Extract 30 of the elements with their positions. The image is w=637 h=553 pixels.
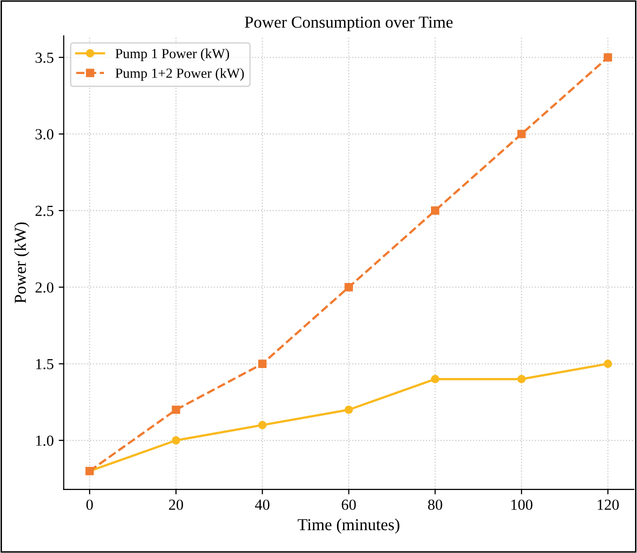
y-tick-label: 3.5 — [36, 52, 54, 63]
y-axis-title: Power (kW) — [14, 222, 30, 304]
point — [604, 360, 612, 368]
chart-title: Power Consumption over Time — [244, 16, 453, 32]
point — [172, 436, 180, 445]
point — [430, 374, 440, 384]
y-tick-label: 2.5 — [36, 206, 54, 216]
y-tick-label: 3.0 — [36, 129, 54, 140]
point — [344, 406, 353, 414]
point — [258, 360, 267, 368]
x-tick-label: 120 — [598, 500, 619, 510]
x-axis-title: Time (minutes) — [298, 518, 400, 534]
x-tick-label: 100 — [511, 500, 532, 510]
point — [517, 374, 526, 384]
y-tick-label: 1.5 — [36, 359, 54, 370]
point — [172, 406, 180, 414]
y-tick-label: 1.0 — [36, 436, 54, 446]
legend-label: Pump 1 Power (kW) — [115, 48, 230, 62]
x-tick-label: 20 — [169, 500, 184, 510]
point — [430, 206, 440, 215]
x-tick-label: 60 — [342, 500, 356, 510]
x-tick-label: 0 — [86, 500, 93, 510]
point — [604, 53, 612, 62]
point — [517, 130, 526, 138]
y-tick-label: 2.0 — [36, 282, 54, 293]
x-tick-label: 80 — [428, 500, 442, 510]
point — [258, 420, 267, 430]
x-tick-label: 40 — [255, 500, 270, 510]
legend-label: Pump 1+2 Power (kW) — [115, 68, 244, 81]
point — [344, 283, 353, 292]
